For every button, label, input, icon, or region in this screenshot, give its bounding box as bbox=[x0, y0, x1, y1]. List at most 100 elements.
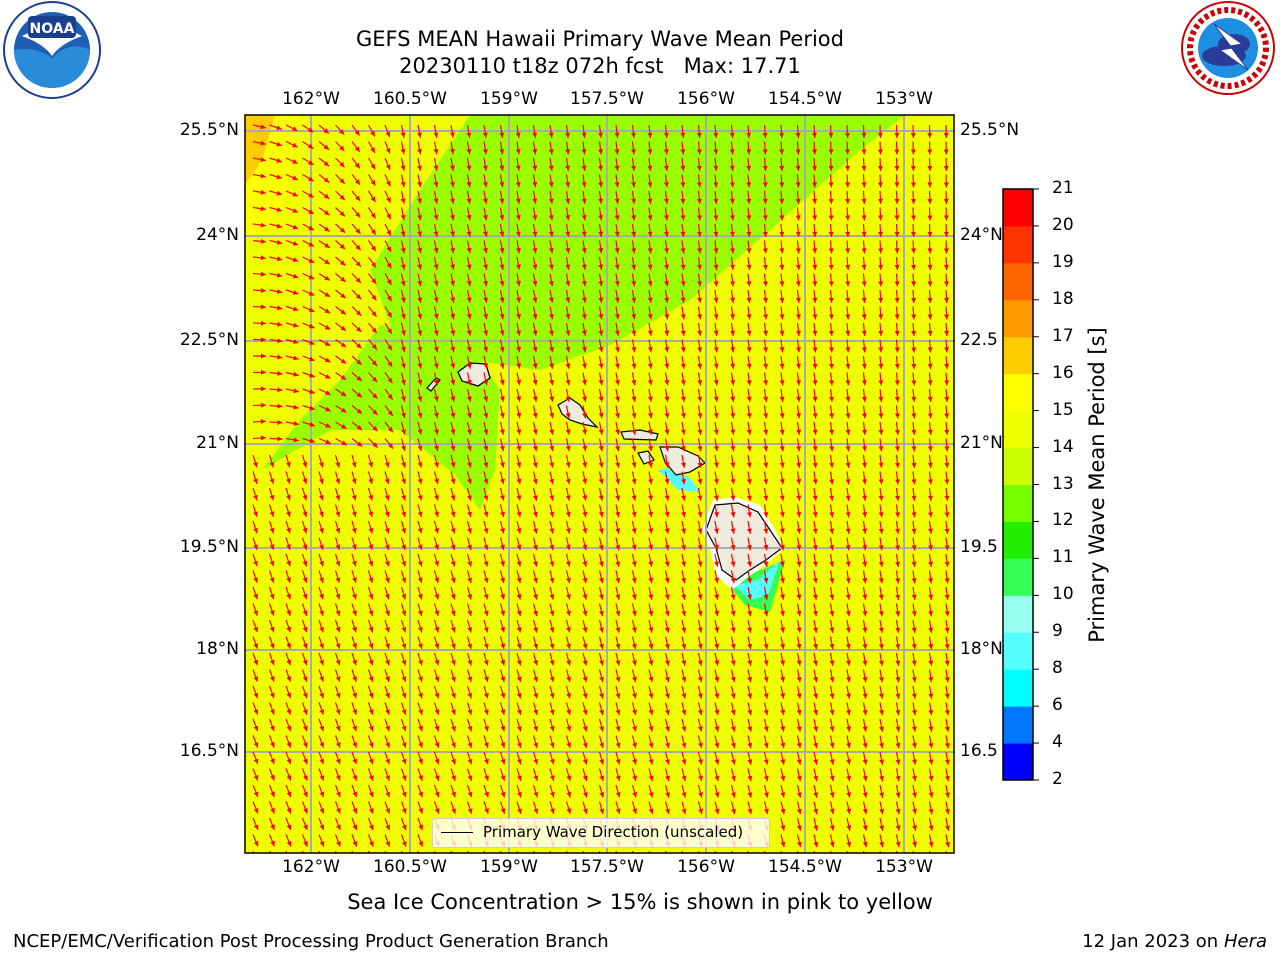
wave-arrow-head bbox=[549, 676, 555, 682]
wave-arrow-head bbox=[532, 495, 538, 501]
wave-arrow-head bbox=[286, 758, 292, 765]
wave-arrow-head bbox=[417, 313, 423, 320]
wave-arrow-head bbox=[829, 446, 834, 452]
wave-arrow-head bbox=[269, 676, 275, 682]
wave-arrow-head bbox=[780, 742, 786, 749]
colorbar-tick-label: 9 bbox=[1052, 621, 1063, 642]
wave-arrow-head bbox=[713, 429, 719, 435]
wave-arrow-head bbox=[483, 280, 488, 287]
wave-arrow-head bbox=[386, 279, 392, 285]
wave-arrow-head bbox=[352, 841, 358, 847]
wave-arrow-head bbox=[928, 743, 934, 749]
wave-arrow-head bbox=[878, 363, 884, 369]
wave-arrow-head bbox=[499, 346, 505, 353]
wave-arrow-head bbox=[944, 413, 950, 419]
wave-arrow-head bbox=[763, 577, 769, 584]
wave-arrow-head bbox=[565, 264, 571, 270]
wave-arrow-head bbox=[861, 132, 867, 138]
wave-arrow-head bbox=[549, 363, 554, 369]
wave-arrow-head bbox=[927, 248, 933, 254]
wave-arrow-head bbox=[878, 215, 883, 221]
wave-arrow-head bbox=[401, 379, 406, 386]
wave-arrow-head bbox=[466, 132, 472, 138]
wave-arrow-head bbox=[292, 290, 299, 295]
wave-arrow-head bbox=[385, 593, 390, 600]
wave-arrow-head bbox=[417, 495, 423, 501]
wave-arrow-head bbox=[763, 347, 768, 353]
wave-arrow-head bbox=[308, 274, 315, 280]
wave-arrow-head bbox=[697, 594, 703, 600]
wave-arrow-head bbox=[928, 726, 934, 732]
wave-arrow-head bbox=[911, 578, 917, 584]
wave-arrow-head bbox=[912, 808, 917, 815]
wave-arrow-head bbox=[714, 577, 719, 584]
wave-arrow-head bbox=[796, 429, 802, 435]
wave-arrow-head bbox=[548, 132, 554, 138]
wave-arrow-head bbox=[450, 544, 456, 550]
wave-arrow-head bbox=[615, 742, 621, 748]
lon-tick-bottom: 156°W bbox=[677, 857, 735, 877]
wave-arrow-head bbox=[319, 692, 324, 699]
wave-arrow-head bbox=[829, 479, 835, 485]
wave-arrow-head bbox=[599, 792, 605, 798]
wave-arrow-head bbox=[780, 792, 786, 798]
wave-arrow-head bbox=[386, 262, 392, 269]
wave-arrow-head bbox=[861, 231, 867, 237]
wave-arrow-head bbox=[796, 792, 802, 798]
wave-arrow-head bbox=[845, 611, 851, 617]
wave-arrow-head bbox=[352, 659, 357, 666]
wave-arrow-head bbox=[598, 412, 604, 419]
wave-arrow-head bbox=[812, 248, 818, 254]
wave-arrow-head bbox=[566, 610, 571, 617]
wave-arrow-head bbox=[697, 297, 702, 303]
wave-arrow-head bbox=[713, 149, 719, 155]
wave-arrow-head bbox=[292, 142, 298, 148]
wave-arrow-head bbox=[861, 215, 867, 221]
wave-arrow-head bbox=[482, 198, 488, 204]
colorbar-segment bbox=[1003, 447, 1033, 485]
wave-arrow-head bbox=[292, 175, 298, 181]
wave-arrow-head bbox=[911, 264, 916, 270]
wave-arrow-head bbox=[779, 182, 785, 188]
wave-arrow-head bbox=[598, 396, 604, 402]
wave-arrow-head bbox=[680, 215, 686, 221]
wave-arrow-head bbox=[451, 692, 456, 699]
wave-arrow-head bbox=[862, 660, 868, 666]
wave-arrow-head bbox=[302, 643, 308, 649]
wave-arrow-head bbox=[878, 462, 884, 468]
wave-arrow-head bbox=[696, 215, 702, 221]
wave-arrow-head bbox=[548, 264, 554, 270]
wave-arrow-head bbox=[779, 149, 785, 155]
wave-arrow-head bbox=[466, 165, 472, 171]
wave-arrow-head bbox=[385, 676, 390, 682]
wave-arrow-head bbox=[499, 478, 505, 485]
wave-arrow-head bbox=[325, 406, 331, 412]
wave-arrow-head bbox=[730, 363, 736, 369]
wave-arrow-head bbox=[845, 561, 851, 567]
wave-arrow-head bbox=[516, 676, 522, 682]
wave-arrow-head bbox=[828, 281, 834, 287]
wave-arrow-head bbox=[714, 643, 720, 650]
wave-arrow-head bbox=[335, 758, 341, 765]
wave-arrow-head bbox=[385, 626, 390, 633]
wave-arrow-head bbox=[565, 149, 571, 155]
wave-arrow-head bbox=[681, 627, 687, 633]
wave-arrow-head bbox=[812, 479, 818, 485]
wave-arrow-head bbox=[910, 132, 916, 138]
wave-arrow-head bbox=[261, 369, 266, 375]
wave-arrow-head bbox=[845, 429, 851, 435]
wave-arrow-head bbox=[339, 227, 346, 233]
wave-arrow-head bbox=[308, 291, 315, 296]
wave-arrow-head bbox=[894, 281, 900, 287]
wave-arrow-head bbox=[582, 742, 588, 748]
legend-line-icon bbox=[441, 832, 473, 833]
wave-arrow-head bbox=[714, 594, 719, 600]
wave-arrow-head bbox=[730, 413, 736, 419]
wave-arrow-head bbox=[368, 659, 374, 666]
wave-arrow-head bbox=[418, 791, 423, 798]
wave-arrow-head bbox=[308, 242, 314, 247]
wave-arrow-head bbox=[276, 141, 282, 147]
wave-arrow-head bbox=[846, 825, 852, 831]
wave-arrow-head bbox=[484, 725, 489, 732]
wave-arrow-head bbox=[879, 808, 885, 815]
